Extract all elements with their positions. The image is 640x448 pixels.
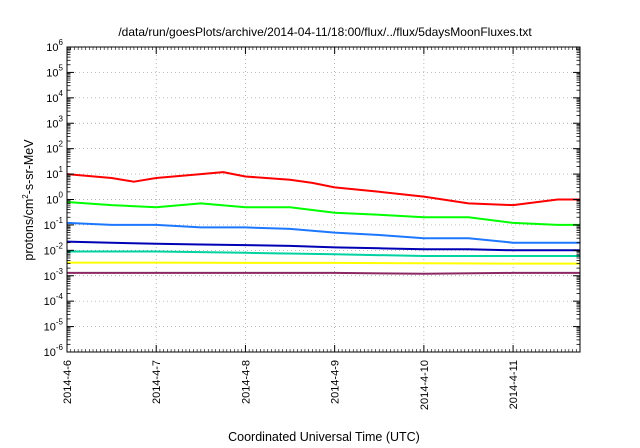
y-axis-label-tail: -s-sr-MeV xyxy=(22,139,36,195)
y-tick-label-exp: 3 xyxy=(59,114,64,123)
chart-title: /data/run/goesPlots/archive/2014-04-11/1… xyxy=(118,25,532,39)
y-tick-labels: 10-610-510-410-310-210-11001011021031041… xyxy=(44,38,64,359)
y-tick-label-base: 10 xyxy=(46,67,58,79)
y-tick-label-exp: -5 xyxy=(56,318,64,327)
y-tick-label-exp: 2 xyxy=(59,140,64,149)
series-line xyxy=(66,171,580,207)
y-tick-label-base: 10 xyxy=(44,245,56,257)
y-tick-label: 10-6 xyxy=(44,343,64,359)
y-tick-label-exp: -4 xyxy=(56,292,64,301)
y-tick-label: 103 xyxy=(46,114,63,130)
y-tick-label-exp: -1 xyxy=(56,216,64,225)
y-tick-label-base: 10 xyxy=(44,322,56,334)
x-axis-label: Coordinated Universal Time (UTC) xyxy=(228,430,420,444)
y-tick-label-base: 10 xyxy=(46,93,58,105)
y-tick-label: 105 xyxy=(46,63,63,79)
y-tick-label-base: 10 xyxy=(44,347,56,359)
y-tick-label-base: 10 xyxy=(46,118,58,130)
y-tick-label: 10-1 xyxy=(44,216,64,232)
y-tick-label-exp: 5 xyxy=(59,63,64,72)
y-tick-label-base: 10 xyxy=(44,271,56,283)
y-tick-label: 102 xyxy=(46,140,63,156)
series-line xyxy=(66,240,580,252)
y-tick-label: 10-4 xyxy=(44,292,64,308)
y-tick-label-base: 10 xyxy=(44,296,56,308)
series-line xyxy=(67,250,580,257)
y-tick-label-exp: 0 xyxy=(59,191,64,200)
y-axis-label-sup: 2 xyxy=(21,194,30,199)
y-tick-label-exp: 6 xyxy=(59,38,64,47)
y-tick-label: 101 xyxy=(46,165,63,181)
series-line xyxy=(67,271,580,275)
grid-lines xyxy=(67,47,580,352)
y-tick-label: 106 xyxy=(46,38,63,54)
x-tick-label: 2014-4-10 xyxy=(419,360,431,410)
x-tick-label: 2014-4-6 xyxy=(62,360,74,404)
y-tick-label-exp: -6 xyxy=(56,343,64,352)
y-tick-label-exp: 4 xyxy=(59,89,64,98)
series-line xyxy=(66,201,580,226)
tick-marks xyxy=(66,46,581,353)
x-tick-labels: 2014-4-6 2014-4-7 2014-4-8 2014-4-9 2014-4-1… xyxy=(62,360,520,410)
y-tick-label: 10-2 xyxy=(44,241,64,257)
y-tick-label: 10-3 xyxy=(44,267,64,283)
y-tick-label: 104 xyxy=(46,89,63,105)
y-tick-label: 10-5 xyxy=(44,318,64,334)
y-axis-label-base: protons/cm xyxy=(22,199,36,261)
y-tick-label-base: 10 xyxy=(46,195,58,207)
x-tick-label: 2014-4-9 xyxy=(330,360,342,404)
y-tick-label: 100 xyxy=(46,191,63,207)
y-tick-label-base: 10 xyxy=(46,144,58,156)
y-tick-label-exp: -2 xyxy=(56,241,64,250)
y-axis-label: protons/cm2-s-sr-MeV xyxy=(21,139,36,261)
y-tick-label-base: 10 xyxy=(46,169,58,181)
y-tick-label-base: 10 xyxy=(46,42,58,54)
series-line xyxy=(67,261,580,265)
y-tick-label-exp: -3 xyxy=(56,267,64,276)
x-tick-label: 2014-4-11 xyxy=(508,360,520,409)
x-tick-label: 2014-4-7 xyxy=(151,360,163,404)
y-tick-label-exp: 1 xyxy=(59,165,64,174)
series-layer xyxy=(66,171,580,275)
x-tick-label: 2014-4-8 xyxy=(240,360,252,404)
series-line xyxy=(66,221,580,244)
y-tick-label-base: 10 xyxy=(44,220,56,232)
